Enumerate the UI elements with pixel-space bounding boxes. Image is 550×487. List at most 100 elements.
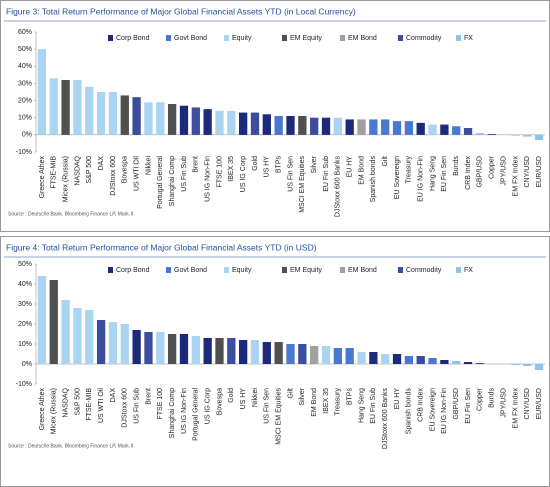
y-tick-label: 50% bbox=[18, 46, 32, 53]
bar bbox=[215, 110, 224, 135]
y-tick-label: 40% bbox=[18, 281, 32, 288]
x-tick-label: EU HY bbox=[347, 156, 354, 178]
bar bbox=[250, 112, 260, 135]
x-tick-label: Nikkei bbox=[252, 388, 259, 408]
bar bbox=[191, 107, 200, 135]
bar bbox=[85, 86, 94, 135]
bar bbox=[167, 334, 177, 364]
x-tick-label: DJStoxx 600 bbox=[122, 388, 129, 428]
y-tick-label: 0% bbox=[22, 132, 32, 139]
legend-swatch bbox=[166, 267, 171, 273]
x-tick-label: S&P 500 bbox=[86, 156, 93, 184]
x-tick-label: EU HY bbox=[394, 388, 401, 410]
x-tick-label: DJStoxx 600 bbox=[110, 156, 117, 196]
x-tick-label: EU Fin Sub bbox=[370, 388, 377, 424]
y-tick-label: 10% bbox=[18, 115, 32, 122]
bar bbox=[132, 330, 141, 364]
x-tick-label: JPY/USD bbox=[500, 156, 507, 186]
x-tick-label: Bovespa bbox=[122, 156, 129, 183]
bar bbox=[191, 336, 200, 364]
x-tick-label: US IG Corp bbox=[204, 388, 211, 424]
x-tick-label: Gold bbox=[252, 156, 259, 171]
bar bbox=[428, 124, 437, 135]
x-tick-label: US IG Non-Fin bbox=[204, 156, 211, 202]
bar bbox=[345, 348, 354, 364]
x-tick-label: Copper bbox=[489, 155, 496, 179]
x-tick-label: Gold bbox=[228, 388, 235, 403]
bar bbox=[310, 346, 319, 364]
bar bbox=[523, 134, 532, 137]
bar bbox=[274, 116, 283, 135]
x-tick-label: EM FX Index bbox=[512, 388, 519, 429]
legend-label: Corp Bond bbox=[116, 267, 150, 274]
y-tick-label: 20% bbox=[18, 321, 32, 328]
bar bbox=[452, 126, 461, 135]
bar bbox=[61, 80, 70, 135]
bar bbox=[392, 354, 402, 364]
x-tick-label: NASDAQ bbox=[62, 387, 69, 417]
x-tick-label: US Fin Sen bbox=[264, 388, 271, 424]
x-tick-label: EU Sovereign bbox=[394, 156, 401, 199]
x-tick-label: Bunds bbox=[489, 388, 496, 408]
bar bbox=[321, 346, 331, 364]
bar bbox=[132, 97, 141, 135]
x-tick-label: EU Fin Sub bbox=[323, 156, 330, 192]
bar bbox=[61, 300, 70, 364]
x-tick-label: US Fin Sub bbox=[133, 388, 140, 424]
legend-swatch bbox=[456, 35, 461, 41]
x-tick-label: Hang Seng bbox=[358, 388, 365, 423]
x-tick-label: Portugal General bbox=[193, 388, 200, 441]
x-tick-label: Portugal General bbox=[157, 156, 164, 209]
bar bbox=[404, 121, 414, 135]
x-tick-label: Spanish bonds bbox=[406, 388, 413, 435]
bar bbox=[523, 364, 532, 366]
x-tick-label: US WTI Oil bbox=[98, 388, 105, 423]
x-tick-label: FTSE 100 bbox=[216, 156, 223, 188]
legend-swatch bbox=[166, 35, 171, 41]
bar bbox=[73, 308, 82, 364]
source-note: Source : Deutsche Bank, Bloomberg Financ… bbox=[8, 211, 134, 217]
legend-swatch bbox=[398, 35, 403, 41]
x-tick-label: Greece Athex bbox=[39, 156, 46, 199]
legend-swatch bbox=[398, 267, 403, 273]
x-tick-label: Treasury bbox=[406, 156, 413, 184]
bar bbox=[416, 122, 425, 135]
y-tick-label: 20% bbox=[18, 97, 32, 104]
x-tick-label: US Fin Sub bbox=[181, 156, 188, 192]
legend-label: Commodity bbox=[406, 267, 442, 274]
legend-label: Corp Bond bbox=[116, 35, 150, 42]
bar bbox=[156, 102, 165, 135]
x-tick-label: S&P 500 bbox=[74, 388, 81, 416]
x-tick-label: US IG Non-Fin bbox=[181, 388, 188, 434]
chart-title: Figure 4: Total Return Performance of Ma… bbox=[6, 242, 317, 252]
bar bbox=[96, 320, 106, 364]
x-tick-label: Bunds bbox=[453, 156, 460, 176]
bar bbox=[440, 360, 449, 364]
legend-swatch bbox=[282, 267, 287, 273]
y-tick-label: 60% bbox=[18, 29, 32, 36]
x-tick-label: Shanghai Comp bbox=[169, 156, 176, 206]
legend-label: EM Equity bbox=[290, 267, 322, 274]
bar bbox=[96, 92, 106, 135]
bar bbox=[262, 114, 271, 135]
bar bbox=[298, 116, 307, 135]
bar bbox=[534, 134, 544, 140]
legend-label: EM Bond bbox=[348, 35, 377, 42]
x-tick-label: BTPs bbox=[276, 156, 283, 174]
x-tick-label: MSCI EM Equities bbox=[276, 388, 283, 445]
bar bbox=[392, 121, 402, 135]
x-tick-label: US HY bbox=[264, 156, 271, 178]
bar bbox=[203, 109, 212, 135]
bar bbox=[108, 92, 118, 135]
bar bbox=[369, 352, 378, 364]
x-tick-label: Nikkei bbox=[145, 156, 152, 176]
y-tick-label: 40% bbox=[18, 63, 32, 70]
x-tick-label: EU Fin Sen bbox=[441, 156, 448, 192]
x-tick-label: GBP/USD bbox=[453, 388, 460, 420]
x-tick-label: FTSE-MIB bbox=[86, 388, 93, 421]
legend-swatch bbox=[282, 35, 287, 41]
x-tick-label: IBEX 35 bbox=[228, 156, 235, 182]
x-tick-label: FTSE-MIB bbox=[51, 156, 58, 189]
x-tick-label: DAX bbox=[110, 388, 117, 403]
bar bbox=[37, 49, 47, 135]
